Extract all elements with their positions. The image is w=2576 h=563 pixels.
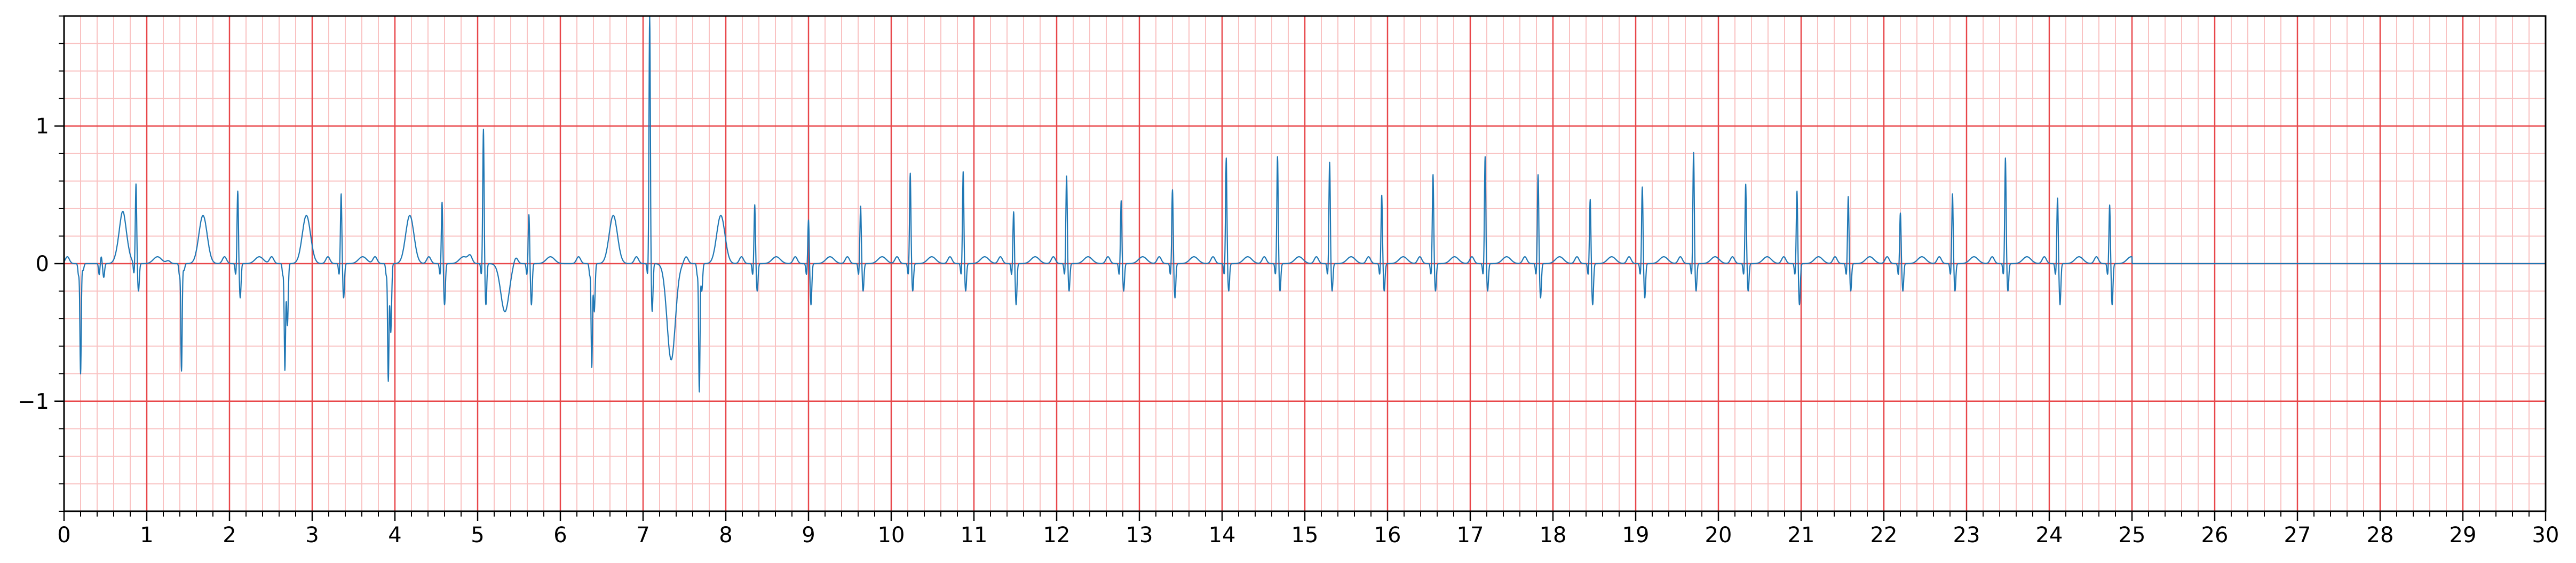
axis-ticks [54, 15, 2547, 521]
x-tick-label: 10 [878, 523, 905, 548]
x-tick-label: 14 [1209, 523, 1236, 548]
series-layer [64, 16, 2546, 393]
x-tick-label: 19 [1622, 523, 1650, 548]
x-tick-label: 24 [2036, 523, 2063, 548]
x-tick-label: 8 [719, 523, 732, 548]
x-tick-label: 25 [2119, 523, 2146, 548]
x-tick-label: 15 [1291, 523, 1319, 548]
ecg-series-line [64, 16, 2546, 393]
y-tick-label: −1 [18, 390, 49, 414]
x-tick-label: 28 [2367, 523, 2394, 548]
x-tick-label: 2 [223, 523, 236, 548]
x-tick-label: 3 [305, 523, 319, 548]
x-tick-label: 0 [57, 523, 70, 548]
x-tick-label: 16 [1374, 523, 1401, 548]
y-tick-label: 0 [36, 252, 49, 276]
x-tick-label: 26 [2201, 523, 2229, 548]
y-tick-labels: −1 0 1 [18, 114, 49, 414]
x-tick-label: 13 [1126, 523, 1153, 548]
x-tick-label: 6 [553, 523, 567, 548]
x-tick-label: 27 [2284, 523, 2311, 548]
x-tick-label: 1 [140, 523, 153, 548]
x-tick-label: 23 [1953, 523, 1980, 548]
x-tick-label: 18 [1540, 523, 1567, 548]
x-tick-labels: 0 1 2 3 4 5 6 7 8 9 10 11 12 13 14 15 16 17 18 19 20 21 22 23 24… [57, 523, 2559, 548]
x-tick-label: 17 [1457, 523, 1484, 548]
x-tick-label: 12 [1043, 523, 1071, 548]
x-tick-label: 5 [471, 523, 484, 548]
x-tick-label: 4 [388, 523, 401, 548]
x-tick-label: 20 [1705, 523, 1732, 548]
x-tick-label: 11 [961, 523, 988, 548]
x-tick-label: 9 [802, 523, 815, 548]
x-tick-label: 7 [636, 523, 649, 548]
x-tick-label: 30 [2532, 523, 2559, 548]
x-tick-label: 29 [2450, 523, 2477, 548]
x-tick-label: 22 [1870, 523, 1898, 548]
x-tick-label: 21 [1788, 523, 1815, 548]
y-tick-label: 1 [36, 114, 49, 139]
